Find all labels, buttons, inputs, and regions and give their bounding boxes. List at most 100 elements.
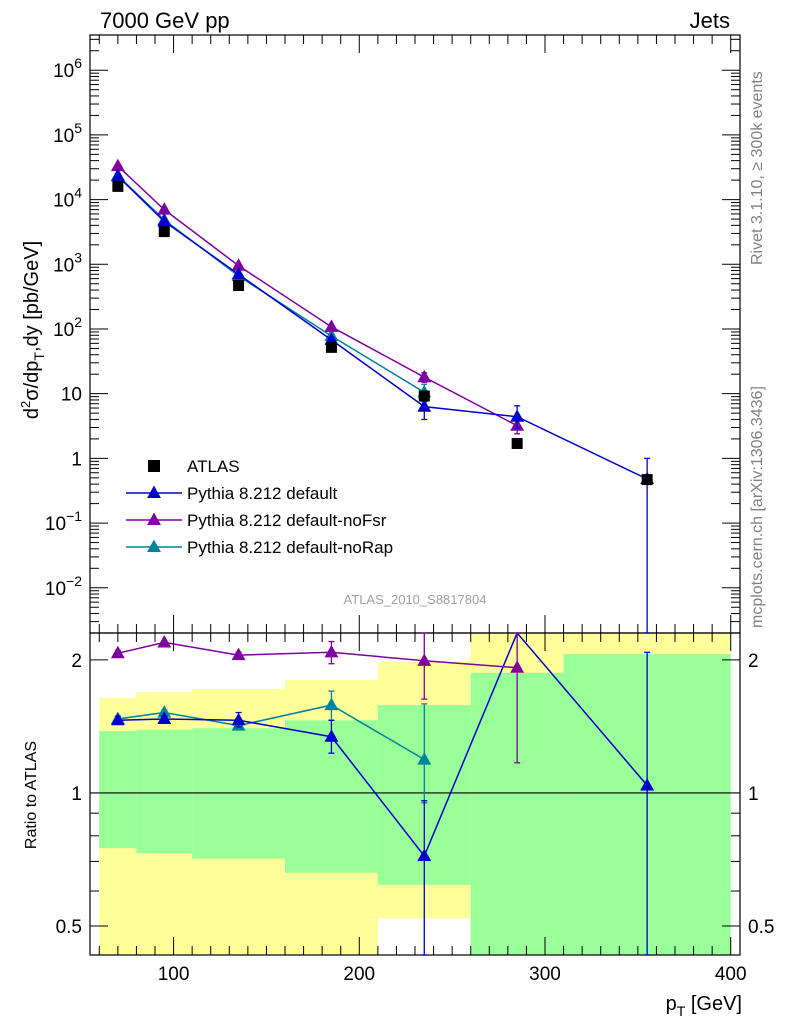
legend-label-noRap: Pythia 8.212 default-noRap bbox=[187, 538, 393, 557]
series-noFsr bbox=[110, 158, 525, 435]
series-noRap bbox=[110, 168, 432, 403]
legend-label-noFsr: Pythia 8.212 default-noFsr bbox=[187, 511, 387, 530]
tick-mantissa: 10 bbox=[53, 61, 74, 82]
data-point-atlas bbox=[112, 180, 124, 192]
ylabel-rest: ,dy [pb/GeV] bbox=[21, 241, 43, 352]
series-default bbox=[110, 168, 655, 634]
ratio-point-noRap bbox=[157, 705, 172, 718]
data-point-atlas bbox=[641, 474, 653, 486]
ratio-axis-ticks: 0.5 0.5 1 1 2 2 100 200 300 400 bbox=[56, 633, 774, 985]
ratio-point-noFsr bbox=[110, 645, 125, 659]
tick-exponent: 2 bbox=[74, 314, 82, 330]
legend-swatch-atlas bbox=[148, 460, 160, 472]
legend-label-atlas: ATLAS bbox=[187, 457, 240, 476]
data-point-atlas bbox=[418, 390, 430, 402]
ratio-inner-band-bin bbox=[136, 729, 193, 854]
ratio-point-noFsr bbox=[510, 660, 525, 673]
data-point-atlas bbox=[158, 226, 170, 238]
ratio-point-default bbox=[640, 777, 655, 791]
data-point-default bbox=[324, 332, 339, 345]
data-point-noFsr bbox=[231, 258, 246, 271]
x-tick-label: 400 bbox=[715, 964, 747, 985]
ylabel-base: d bbox=[21, 408, 43, 419]
series-atlas bbox=[112, 180, 653, 486]
xlabel-sub: T bbox=[677, 1003, 686, 1019]
ratio-y-tick-label-left: 0.5 bbox=[56, 917, 82, 938]
header-right-label: Jets bbox=[690, 8, 730, 33]
data-point-noFsr bbox=[157, 202, 172, 215]
ratio-point-noFsr bbox=[157, 634, 172, 648]
legend-marker-default bbox=[147, 485, 161, 499]
series-line-noFsr bbox=[117, 165, 518, 427]
ratio-line-noFsr bbox=[117, 641, 518, 669]
legend-marker-noRap bbox=[147, 539, 161, 553]
main-y-tick-label: 102 bbox=[53, 314, 82, 341]
xlabel-base: p bbox=[666, 993, 677, 1015]
mcplots-label: mcplots.cern.ch [arXiv:1306.3436] bbox=[749, 386, 766, 628]
ratio-series-noFsr bbox=[110, 632, 525, 764]
main-y-tick-label: 1 bbox=[71, 449, 82, 470]
legend-entry-atlas: ATLAS bbox=[148, 457, 240, 476]
tick-mantissa: 10 bbox=[53, 320, 74, 341]
ylabel-sub: T bbox=[31, 352, 47, 361]
ratio-point-noFsr bbox=[417, 653, 432, 666]
tick-exponent: 6 bbox=[74, 55, 82, 71]
data-point-atlas bbox=[233, 280, 245, 292]
ratio-point-default bbox=[324, 729, 339, 742]
data-point-default bbox=[231, 266, 246, 280]
x-tick-label: 100 bbox=[158, 964, 190, 985]
ratio-point-noRap bbox=[324, 697, 339, 711]
analysis-id-label: ATLAS_2010_S8817804 bbox=[344, 592, 487, 607]
data-point-default bbox=[157, 213, 172, 227]
x-axis-label: pT [GeV] bbox=[666, 993, 742, 1019]
main-y-tick-label: 10 bbox=[61, 385, 82, 406]
main-y-tick-label: 105 bbox=[53, 120, 82, 147]
ratio-inner-band-bin bbox=[99, 731, 137, 849]
legend-marker-noFsr bbox=[147, 512, 161, 526]
data-point-atlas bbox=[325, 341, 337, 353]
data-point-default bbox=[110, 168, 125, 182]
ratio-point-default bbox=[231, 712, 246, 726]
rivet-version-label: Rivet 3.1.10, ≥ 300k events bbox=[749, 71, 766, 265]
legend-label-default: Pythia 8.212 default bbox=[187, 484, 338, 503]
ratio-y-tick-label-left: 2 bbox=[71, 651, 82, 672]
tick-exponent: 3 bbox=[74, 249, 82, 265]
main-y-tick-label: 10−2 bbox=[45, 573, 82, 600]
ratio-series-layer bbox=[110, 631, 655, 956]
legend-entry-noFsr: Pythia 8.212 default-noFsr bbox=[126, 511, 387, 530]
ratio-point-default bbox=[110, 712, 125, 726]
tick-exponent: −2 bbox=[66, 573, 82, 589]
legend: ATLAS Pythia 8.212 default Pythia 8.212 de… bbox=[126, 457, 393, 557]
tick-mantissa: 10 bbox=[45, 514, 66, 535]
main-series-layer bbox=[110, 158, 655, 634]
ratio-point-default bbox=[157, 711, 172, 724]
ratio-point-noRap bbox=[417, 752, 432, 765]
main-y-axis-label: d2σ/dpT,dy [pb/GeV] bbox=[18, 241, 47, 419]
ratio-point-noFsr bbox=[231, 647, 246, 661]
data-point-noFsr bbox=[417, 369, 432, 383]
tick-mantissa: 10 bbox=[45, 579, 66, 600]
xlabel-rest: [GeV] bbox=[685, 993, 742, 1015]
tick-mantissa: 10 bbox=[53, 191, 74, 212]
x-tick-label: 200 bbox=[343, 964, 375, 985]
data-point-noFsr bbox=[110, 158, 125, 172]
data-point-noFsr bbox=[324, 319, 339, 332]
main-y-tick-label: 103 bbox=[53, 249, 82, 276]
ratio-y-tick-label-right: 1 bbox=[748, 784, 759, 805]
tick-exponent: −1 bbox=[66, 508, 82, 524]
legend-entry-noRap: Pythia 8.212 default-noRap bbox=[126, 538, 393, 557]
series-line-default bbox=[117, 175, 648, 480]
ratio-y-tick-label-right: 0.5 bbox=[748, 917, 774, 938]
main-y-tick-label: 106 bbox=[53, 55, 82, 82]
ratio-y-tick-label-right: 2 bbox=[748, 651, 759, 672]
ylabel-sup: 2 bbox=[18, 401, 33, 408]
tick-exponent: 4 bbox=[74, 185, 82, 201]
main-y-tick-label: 10−1 bbox=[45, 508, 82, 535]
data-point-atlas bbox=[511, 437, 523, 449]
ratio-y-axis-label: Ratio to ATLAS bbox=[23, 741, 40, 849]
ratio-uncertainty-bands bbox=[99, 633, 731, 955]
tick-exponent: 5 bbox=[74, 120, 82, 136]
ratio-point-noFsr bbox=[324, 644, 339, 658]
